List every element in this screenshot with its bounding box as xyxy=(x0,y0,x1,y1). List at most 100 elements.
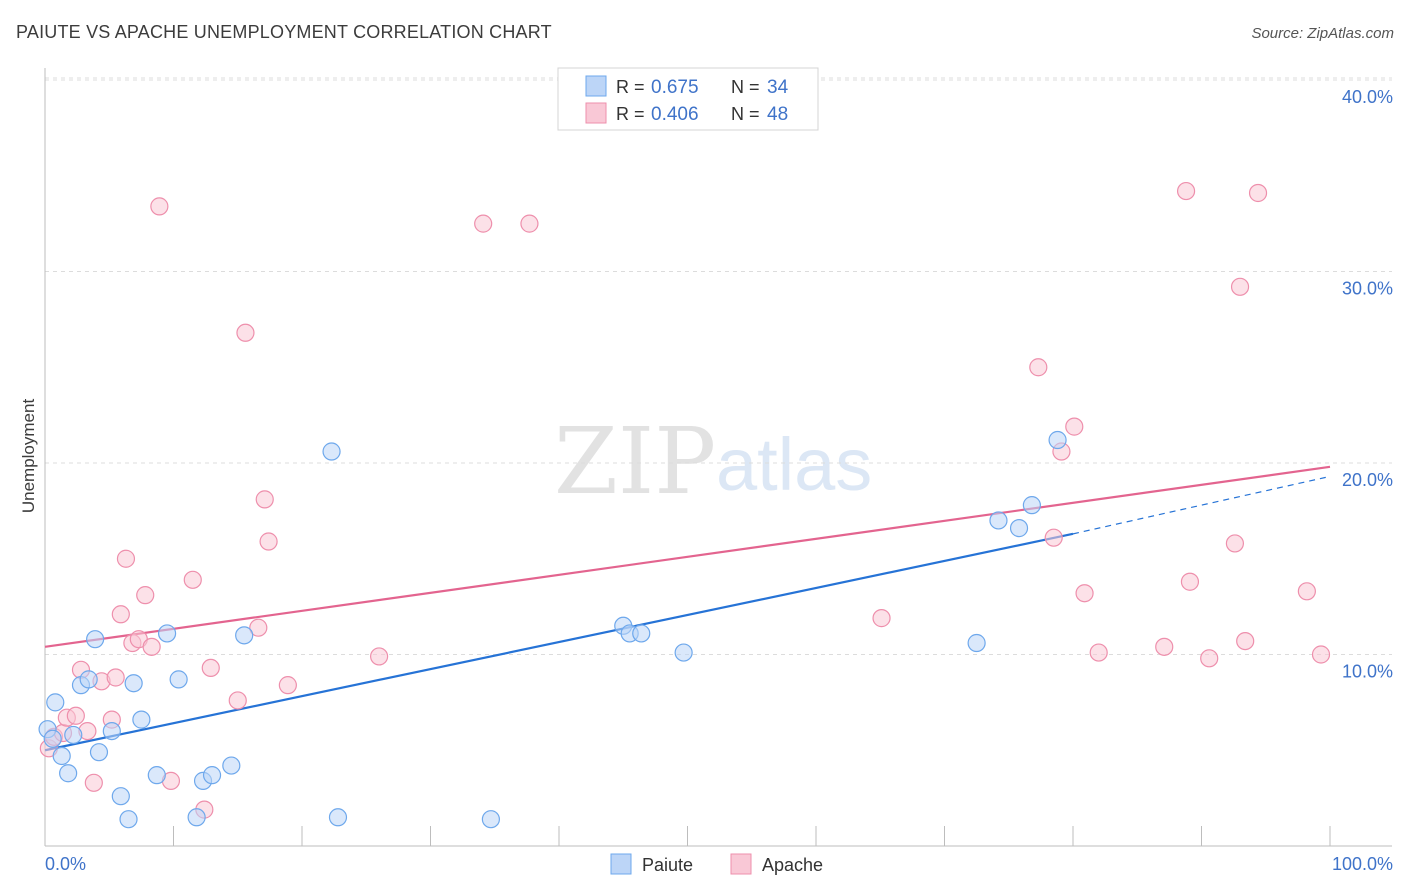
legend-paiute-r-value: 0.675 xyxy=(651,77,699,98)
apache-point xyxy=(259,532,278,551)
apache-point xyxy=(1236,631,1255,651)
apache-point xyxy=(136,586,155,605)
paiute-point xyxy=(52,746,71,766)
paiute-point xyxy=(1048,430,1067,450)
y-tick-label: 40.0% xyxy=(1342,87,1393,107)
chart-title: PAIUTE VS APACHE UNEMPLOYMENT CORRELATIO… xyxy=(16,22,552,42)
y-tick-label: 20.0% xyxy=(1342,470,1393,490)
paiute-point xyxy=(102,721,121,741)
legend-paiute-swatch xyxy=(585,75,607,97)
paiute-point xyxy=(202,766,222,785)
source-credit: Source: ZipAtlas.com xyxy=(1251,25,1394,42)
paiute-point xyxy=(235,626,254,645)
apache-point xyxy=(1044,528,1063,547)
legend-apache-r-label: R = xyxy=(616,104,645,124)
legend-bottom-apache-label: Apache xyxy=(762,855,823,875)
legend-apache-swatch xyxy=(585,102,607,124)
legend-bottom: Paiute Apache xyxy=(610,853,823,875)
paiute-point xyxy=(222,756,241,775)
apache-point xyxy=(1075,584,1094,603)
apache-point xyxy=(278,676,297,695)
apache-point xyxy=(1311,645,1331,664)
apache-point xyxy=(1225,534,1245,553)
apache-point xyxy=(255,490,274,509)
y-tick-label: 30.0% xyxy=(1342,279,1393,299)
paiute-point xyxy=(967,633,986,653)
x-tick-label: 0.0% xyxy=(45,854,86,874)
x-tick-label: 100.0% xyxy=(1332,854,1393,874)
legend-paiute-n-label: N = xyxy=(731,77,760,97)
apache-point xyxy=(1230,277,1250,296)
paiute-point xyxy=(46,693,65,712)
watermark-zip: ZIP xyxy=(554,408,716,515)
apache-point xyxy=(228,691,247,710)
apache-point xyxy=(872,609,891,628)
paiute-point xyxy=(674,643,693,662)
grid xyxy=(45,77,1392,655)
apache-point xyxy=(520,214,539,233)
apache-trend-line xyxy=(44,465,1331,648)
apache-point xyxy=(1180,572,1200,591)
paiute-point xyxy=(989,511,1008,530)
apache-point xyxy=(1065,417,1084,436)
paiute-point xyxy=(79,670,98,689)
paiute-point xyxy=(124,674,143,693)
apache-point xyxy=(1089,643,1108,662)
y-tick-label: 10.0% xyxy=(1342,662,1393,682)
paiute-point xyxy=(632,624,651,643)
tick-labels: 10.0% 20.0% 30.0% 40.0% 0.0% 100.0% xyxy=(45,87,1393,874)
y-axis-label: Unemployment xyxy=(19,399,38,514)
apache-point xyxy=(1029,358,1048,377)
paiute-point xyxy=(328,808,348,827)
apache-point xyxy=(106,668,125,687)
apache-point xyxy=(183,570,202,589)
apache-point xyxy=(1176,181,1196,201)
apache-point xyxy=(1297,582,1316,601)
apache-point xyxy=(474,214,493,233)
paiute-trend-line xyxy=(44,532,1074,752)
legend-bottom-paiute-swatch xyxy=(610,853,632,875)
paiute-point xyxy=(1009,519,1029,538)
apache-point xyxy=(1200,649,1219,668)
legend-apache-n-label: N = xyxy=(731,104,760,124)
paiute-point xyxy=(187,808,206,827)
watermark-atlas: atlas xyxy=(716,423,872,506)
paiute-point xyxy=(322,442,341,461)
apache-point xyxy=(1248,183,1268,203)
paiute-point xyxy=(86,630,105,649)
apache-point xyxy=(84,773,103,792)
apache-point xyxy=(111,605,130,624)
apache-point xyxy=(66,706,85,725)
legend-paiute-n-value: 34 xyxy=(767,77,789,98)
apache-point xyxy=(116,549,136,568)
paiute-point xyxy=(1022,496,1041,515)
legend-apache-n-value: 48 xyxy=(767,104,788,125)
paiute-point xyxy=(64,725,83,745)
legend-apache-r-value: 0.406 xyxy=(651,104,699,125)
paiute-point xyxy=(157,624,177,643)
legend-top: R = 0.675 N = 34 R = 0.406 N = 48 xyxy=(557,67,819,131)
data-points xyxy=(38,181,1331,829)
apache-point xyxy=(236,323,255,342)
paiute-point xyxy=(89,743,109,762)
axes xyxy=(44,68,1392,847)
paiute-point xyxy=(119,810,138,829)
paiute-point xyxy=(111,787,130,806)
paiute-point xyxy=(169,670,188,689)
paiute-point xyxy=(59,764,78,783)
apache-point xyxy=(150,197,169,216)
legend-paiute-r-label: R = xyxy=(616,77,645,97)
apache-point xyxy=(249,618,268,637)
paiute-point xyxy=(147,766,166,785)
apache-point xyxy=(1155,637,1174,656)
apache-point xyxy=(370,647,389,666)
paiute-point xyxy=(481,810,500,829)
paiute-point xyxy=(43,729,62,748)
paiute-point xyxy=(132,710,151,729)
apache-point xyxy=(142,637,161,656)
apache-point xyxy=(201,658,220,678)
trend-lines xyxy=(44,465,1331,752)
legend-bottom-apache-swatch xyxy=(730,853,752,875)
legend-bottom-paiute-label: Paiute xyxy=(642,855,693,875)
